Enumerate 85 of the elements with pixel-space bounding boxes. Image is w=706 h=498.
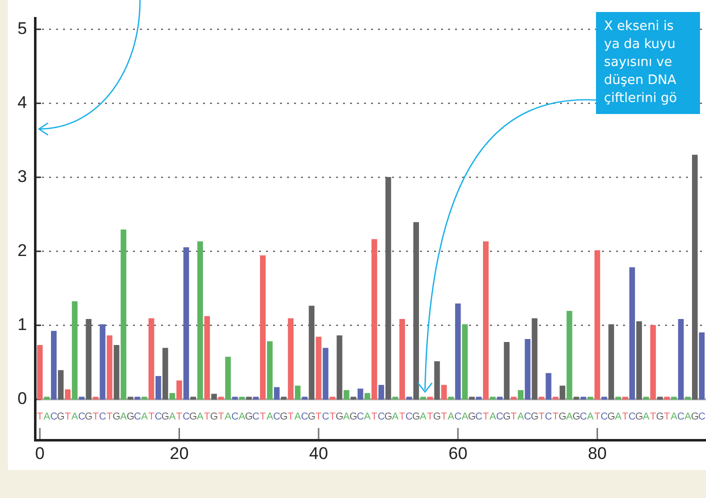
bar [148,318,154,400]
bar [232,396,238,400]
bar [413,222,419,400]
bar [266,341,273,400]
bar [364,393,370,400]
bar [100,324,106,400]
bar [608,324,614,400]
y-tick-label: 2 [18,240,27,260]
bar [518,390,524,400]
bar [482,241,489,400]
bar [678,319,684,400]
bar [671,396,677,400]
bar [657,396,663,400]
bar [330,396,336,400]
bar [532,318,538,400]
bar [120,230,126,400]
bar [636,321,642,400]
bar [218,396,224,400]
bar [176,380,182,400]
bar [308,306,314,400]
bar [274,387,280,400]
bar [692,154,698,400]
bar [664,396,670,400]
x-tick-label: 60 [448,444,468,463]
bar [156,376,162,400]
bar [197,241,203,400]
bar [504,342,510,400]
bar [162,348,168,400]
bar [239,396,245,400]
bar [566,310,572,400]
bar [336,335,342,400]
bar [294,386,301,400]
bar [106,335,112,400]
text: TACGTACGTCTGAGCATCGATCGATGTACAGCTACGTACGTCTGAGCATCGATCGATGTACAGCTACGTACGTCTGAGCATCGATCGATGTACAGC [36,411,706,422]
bar [650,324,656,400]
y-tick-label: 5 [18,18,27,38]
bar [358,388,364,400]
bar [316,336,322,400]
bar [128,396,134,400]
bar [211,394,217,400]
bar [448,396,454,400]
bar [372,239,378,400]
bar [183,247,190,400]
bar [344,390,350,400]
y-tick-label: 4 [18,92,27,112]
bar [385,176,392,400]
bar [350,396,356,400]
bar [37,344,43,400]
x-tick-label: 40 [309,444,328,463]
bar [322,348,328,400]
y-tick-label: 1 [18,314,27,334]
bar [629,267,635,400]
bar [114,344,120,400]
bar [64,389,71,400]
bar [441,384,447,400]
bar [50,330,57,400]
bar [427,396,433,400]
bar [58,370,64,400]
bar [462,324,468,400]
bar [72,301,78,400]
bar [399,319,406,400]
bar [546,373,552,400]
bar [169,393,176,400]
bar [288,318,294,400]
bar [538,396,544,400]
bar [560,386,566,400]
x-tick-label: 20 [170,444,189,463]
y-tick-label: 0 [18,388,27,408]
bar [698,332,705,400]
annotation: X ekseni is ya da kuyu sayısını ve düşen DNA çiftlerini gö [596,12,700,114]
y-tick-label: 3 [18,166,27,186]
bar [643,396,649,400]
x-tick-label: 0 [35,444,45,463]
bar [552,396,558,400]
bar [134,396,140,400]
bar [225,356,231,400]
bar [524,339,530,400]
bar [86,319,92,400]
bar [378,384,384,400]
x-tick-label: 80 [588,444,607,463]
bar [455,304,461,400]
bar [204,316,210,400]
bar [434,361,440,400]
bar [260,255,266,400]
bar [594,250,600,400]
